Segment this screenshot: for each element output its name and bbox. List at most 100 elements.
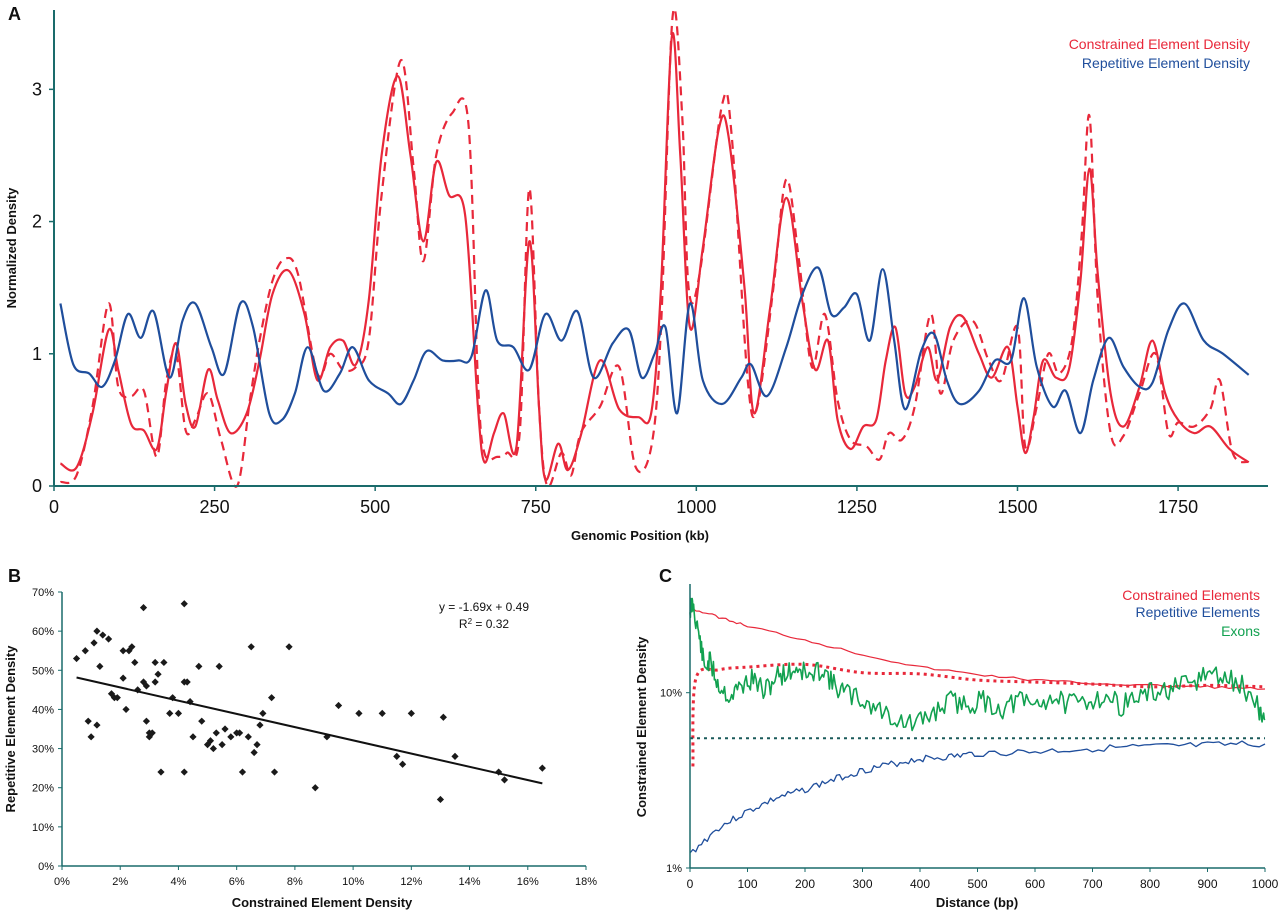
scatter-point bbox=[119, 674, 127, 682]
scatter-point bbox=[72, 654, 81, 663]
scatter-point bbox=[311, 784, 319, 792]
panel-b: B 0% 2% 4% 6% 8% 10% 12% 14% 16% 18% 0% 10% 20% 30% 4… bbox=[3, 566, 597, 910]
scatter-point bbox=[378, 709, 386, 717]
scatter-point bbox=[148, 729, 156, 737]
x-tick-label: 2% bbox=[112, 876, 128, 888]
x-tick-label: 1250 bbox=[837, 497, 877, 517]
x-tick-label: 0 bbox=[687, 877, 694, 891]
x-tick-label: 12% bbox=[400, 876, 422, 888]
legend-repetitive-elements: Repetitive Elements bbox=[1135, 604, 1260, 620]
scatter-point bbox=[285, 643, 293, 651]
scatter-point bbox=[355, 709, 363, 717]
scatter-point bbox=[195, 662, 203, 670]
y-tick-label: 40% bbox=[32, 704, 54, 716]
panel-b-x-axis-label: Constrained Element Density bbox=[232, 895, 413, 910]
scatter-point bbox=[166, 709, 174, 717]
scatter-point bbox=[174, 709, 183, 717]
r-squared-exponent: 2 bbox=[468, 617, 473, 626]
scatter-point bbox=[189, 733, 197, 741]
x-tick-label: 200 bbox=[795, 877, 815, 891]
scatter-point bbox=[451, 752, 459, 760]
y-tick-label: 10% bbox=[32, 822, 54, 834]
panel-c-label: C bbox=[659, 566, 672, 586]
scatter-point bbox=[538, 764, 546, 772]
y-tick-label: 20% bbox=[32, 783, 54, 795]
scatter-point bbox=[203, 741, 212, 749]
y-tick-label: 10% bbox=[660, 688, 682, 700]
r-squared-prefix: R bbox=[459, 617, 468, 631]
scatter-point bbox=[393, 752, 401, 760]
scatter-point bbox=[253, 741, 261, 749]
scatter-point bbox=[500, 776, 509, 784]
scatter-point bbox=[113, 694, 121, 702]
scatter-point bbox=[244, 733, 252, 741]
scatter-point bbox=[151, 658, 159, 667]
scatter-point bbox=[122, 705, 130, 714]
panel-a-x-ticks: 0 250 500 750 1000 1250 1500 1750 bbox=[49, 486, 1198, 517]
scatter-point bbox=[142, 717, 151, 725]
y-tick-label: 1 bbox=[32, 344, 42, 364]
scatter-point bbox=[218, 741, 226, 749]
scatter-point bbox=[247, 643, 255, 651]
scatter-point bbox=[495, 768, 503, 776]
legend-repetitive-element-density: Repetitive Element Density bbox=[1082, 55, 1250, 71]
y-tick-label: 1% bbox=[666, 863, 682, 875]
panel-b-x-ticks: 0% 2% 4% 6% 8% 10% 12% 14% 16% 18% bbox=[54, 866, 597, 888]
scatter-point bbox=[180, 600, 188, 608]
x-tick-label: 750 bbox=[521, 497, 551, 517]
x-tick-label: 600 bbox=[1025, 877, 1045, 891]
y-tick-label: 0% bbox=[38, 861, 54, 873]
scatter-point bbox=[212, 729, 220, 737]
scatter-point bbox=[139, 678, 148, 686]
panel-c-y-ticks: 1% 10% bbox=[660, 688, 690, 875]
panel-b-y-ticks: 0% 10% 20% 30% 40% 50% 60% 70% bbox=[32, 587, 62, 873]
scatter-point bbox=[215, 662, 223, 670]
scatter-point bbox=[87, 733, 95, 741]
panel-a: A 0 250 500 750 1000 1250 1500 1750 0 1 2 3 Genomi… bbox=[4, 4, 1268, 543]
series-line-exons bbox=[689, 597, 1266, 732]
panel-b-y-axis-label: Repetitive Element Density bbox=[3, 645, 18, 813]
scatter-point bbox=[198, 717, 206, 725]
scatter-point bbox=[180, 768, 188, 776]
x-tick-label: 700 bbox=[1082, 877, 1102, 891]
scatter-point bbox=[81, 647, 89, 655]
scatter-point bbox=[439, 713, 447, 721]
r-squared-value: = 0.32 bbox=[472, 617, 509, 631]
scatter-point bbox=[399, 760, 407, 768]
x-tick-label: 800 bbox=[1140, 877, 1160, 891]
scatter-point bbox=[84, 717, 92, 725]
panel-c: C 0 100 200 300 400 500 600 700 800 900 1000 1% 10%… bbox=[634, 566, 1279, 910]
scatter-point bbox=[238, 768, 247, 776]
scatter-point bbox=[259, 709, 267, 717]
panel-a-label: A bbox=[8, 4, 21, 24]
scatter-point bbox=[209, 744, 217, 753]
scatter-point bbox=[99, 631, 107, 639]
y-tick-label: 3 bbox=[32, 79, 42, 99]
y-tick-label: 0 bbox=[32, 476, 42, 496]
x-tick-label: 1500 bbox=[997, 497, 1037, 517]
scatter-point bbox=[104, 635, 113, 643]
scatter-point bbox=[96, 662, 104, 670]
y-tick-label: 2 bbox=[32, 212, 42, 232]
y-tick-label: 50% bbox=[32, 665, 54, 677]
panel-b-points bbox=[72, 600, 546, 804]
x-tick-label: 6% bbox=[229, 876, 245, 888]
x-tick-label: 400 bbox=[910, 877, 930, 891]
x-tick-label: 1000 bbox=[1252, 877, 1279, 891]
panel-a-y-axis-label: Normalized Density bbox=[4, 187, 19, 308]
series-line-repetitive-element-density bbox=[59, 266, 1250, 435]
x-tick-label: 0 bbox=[49, 497, 59, 517]
y-tick-label: 60% bbox=[32, 626, 54, 638]
x-tick-label: 1750 bbox=[1158, 497, 1198, 517]
series-line-repetitive-elements bbox=[689, 740, 1266, 854]
scatter-point bbox=[128, 643, 136, 651]
x-tick-label: 16% bbox=[517, 876, 539, 888]
x-tick-label: 1000 bbox=[676, 497, 716, 517]
scatter-point bbox=[334, 701, 343, 710]
series-line-dashed-1 bbox=[59, 7, 1250, 488]
panel-a-series bbox=[59, 7, 1250, 488]
panel-b-equation: y = -1.69x + 0.49 bbox=[439, 600, 529, 614]
scatter-point bbox=[131, 658, 139, 667]
